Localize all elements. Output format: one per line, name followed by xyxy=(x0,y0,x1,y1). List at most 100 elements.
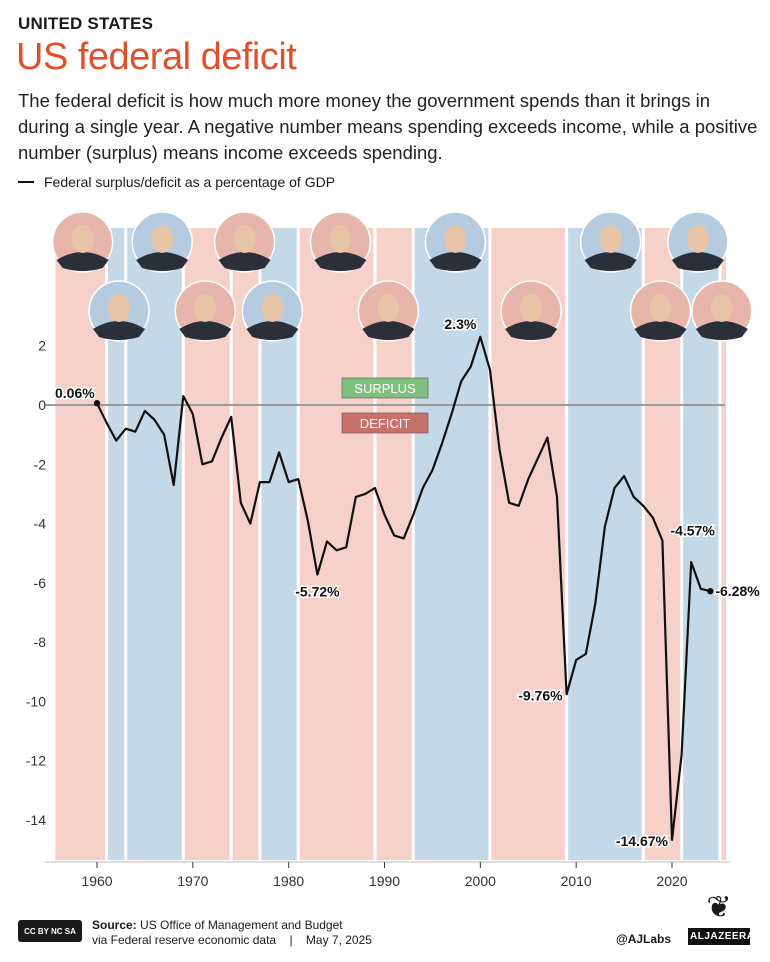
date: May 7, 2025 xyxy=(305,933,372,947)
surplus-tag-box xyxy=(341,377,429,399)
portrait-trump-2 xyxy=(691,280,753,342)
surplus-tag-label: SURPLUS xyxy=(354,381,416,396)
portrait-face xyxy=(71,225,94,253)
source-line2: via Federal reserve economic data xyxy=(92,933,277,947)
portrait-obama xyxy=(579,211,642,273)
portrait-suit xyxy=(246,321,299,340)
y-tick-label: -12 xyxy=(26,753,46,769)
x-tick-label: 2010 xyxy=(561,873,592,889)
source-text: US Office of Management and Budget xyxy=(140,918,343,932)
portrait-nixon xyxy=(174,280,237,342)
annotations: 0.06% -5.72% 2.3% -9.76% -14.67% -4.57% -6.28% xyxy=(54,314,762,850)
data-label: 0.06% xyxy=(55,385,95,401)
portrait-suit xyxy=(584,252,637,271)
portrait-face xyxy=(261,294,284,322)
end-point xyxy=(707,587,714,595)
portrait-face xyxy=(599,225,622,253)
surplus-deficit-tags: SURPLUS DEFICIT xyxy=(341,377,429,434)
portrait-suit xyxy=(218,252,271,271)
portrait-suit xyxy=(93,321,146,340)
data-label: -9.76% xyxy=(518,687,563,703)
portrait-suit xyxy=(314,252,367,271)
portrait-eisenhower xyxy=(51,211,114,273)
x-tick-label: 1990 xyxy=(369,873,400,889)
portrait-johnson xyxy=(131,211,193,273)
data-label: 2.3% xyxy=(444,316,476,332)
x-tick-label: 2020 xyxy=(656,873,687,889)
y-tick-label: 0 xyxy=(38,397,46,413)
subtitle: The federal deficit is how much more mon… xyxy=(18,90,758,163)
deficit-tag-box xyxy=(341,412,429,434)
portrait-face xyxy=(520,294,543,322)
portrait-suit xyxy=(136,252,189,271)
term-band-8 xyxy=(414,228,489,860)
portrait-suit xyxy=(362,321,415,340)
aljazeera-logo: ❦ ALJAZEERA xyxy=(688,888,754,945)
portrait-suit xyxy=(695,321,748,340)
y-tick-label: -2 xyxy=(34,456,47,472)
term-band-13 xyxy=(721,228,727,860)
data-label: -5.72% xyxy=(295,584,340,600)
ajlabs-handle: @AJLabs xyxy=(616,932,672,946)
source-note: Source: US Office of Management and Budg… xyxy=(92,918,372,948)
portrait-kennedy xyxy=(88,280,150,342)
portrait-bush xyxy=(357,280,420,342)
deficit-tag-label: DEFICIT xyxy=(360,416,411,431)
cc-license-badge: CC BY NC SA xyxy=(18,920,82,942)
data-label: -4.57% xyxy=(670,522,715,538)
source-label: Source: xyxy=(92,918,137,932)
y-tick-label: -4 xyxy=(34,516,47,532)
data-label: -6.28% xyxy=(715,583,760,599)
portrait-face xyxy=(194,294,217,322)
y-tick-label: -8 xyxy=(34,634,47,650)
portrait-face xyxy=(329,225,352,253)
term-band-10 xyxy=(568,228,642,860)
portrait-reagan xyxy=(309,211,372,273)
portrait-suit xyxy=(671,252,724,271)
aljazeera-logo-icon: ❦ xyxy=(706,891,732,924)
x-tick-label: 2000 xyxy=(465,873,496,889)
portrait-clinton xyxy=(424,211,487,273)
portrait-face xyxy=(377,294,400,322)
aljazeera-wordmark: ALJAZEERA xyxy=(688,928,754,945)
portrait-suit xyxy=(634,321,687,340)
y-tick-label: 2 xyxy=(38,338,46,354)
portrait-trump xyxy=(629,280,692,342)
x-tick-label: 1970 xyxy=(177,873,208,889)
kicker: UNITED STATES xyxy=(18,14,154,33)
portrait-face xyxy=(108,294,131,322)
portrait-bush-jr xyxy=(500,280,562,342)
y-tick-label: -10 xyxy=(26,693,46,709)
start-point xyxy=(93,400,101,407)
portrait-face xyxy=(151,225,174,253)
portrait-face xyxy=(710,294,733,322)
portrait-suit xyxy=(505,321,558,340)
separator: | xyxy=(289,933,293,947)
legend: Federal surplus/deficit as a percentage … xyxy=(18,174,335,190)
y-axis-ticks: 2 0 -2 -4 -6 -8 -10 -12 -14 xyxy=(26,338,46,828)
y-tick-label: -14 xyxy=(26,812,46,828)
portrait-ford xyxy=(213,211,276,273)
portrait-face xyxy=(649,294,672,322)
page-title: US federal deficit xyxy=(16,36,297,78)
portrait-face xyxy=(233,225,256,253)
portrait-suit xyxy=(56,252,109,271)
x-axis-ticks: 1960 1970 1980 1990 2000 2010 2020 xyxy=(45,861,730,889)
term-band-1 xyxy=(108,228,125,860)
portrait-suit xyxy=(179,321,232,340)
president-portraits xyxy=(51,211,753,342)
portrait-suit xyxy=(429,252,482,271)
deficit-series-line xyxy=(96,335,711,842)
portrait-biden xyxy=(667,211,729,273)
data-label: -14.67% xyxy=(616,833,669,849)
portrait-face xyxy=(444,225,467,253)
portrait-face xyxy=(686,225,709,253)
legend-label: Federal surplus/deficit as a percentage … xyxy=(44,174,336,190)
series-line xyxy=(93,335,714,842)
footer: CC BY NC SA Source: US Office of Managem… xyxy=(0,891,770,962)
legend-line-swatch xyxy=(18,180,34,184)
x-tick-label: 1960 xyxy=(81,873,112,889)
y-tick-label: -6 xyxy=(34,575,47,591)
x-tick-label: 1980 xyxy=(273,873,304,889)
